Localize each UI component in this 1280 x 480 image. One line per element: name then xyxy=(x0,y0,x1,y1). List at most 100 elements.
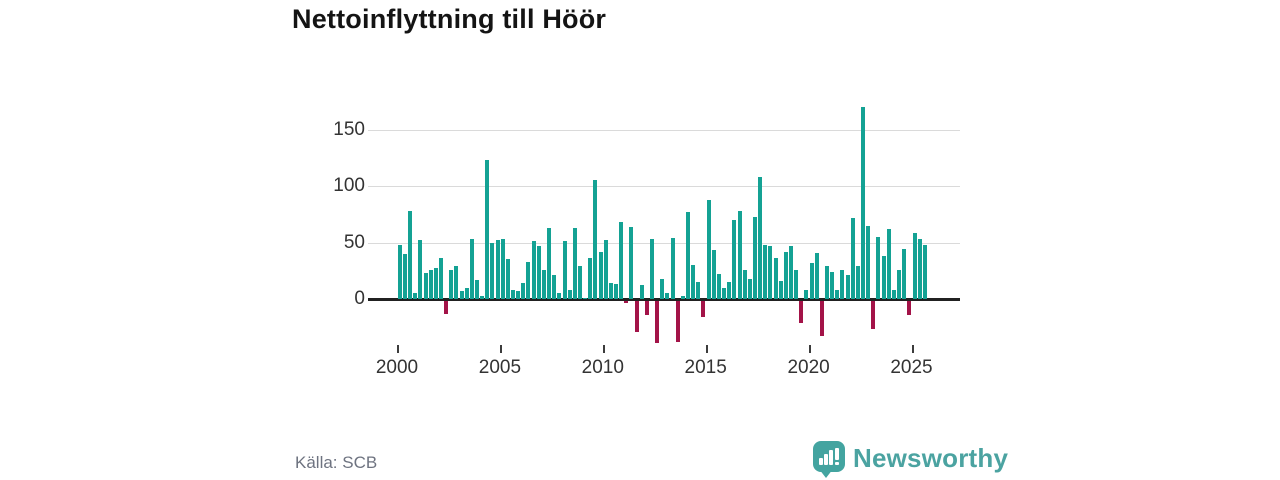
bar-2012-q2 xyxy=(650,239,654,299)
bar-2000-q2 xyxy=(402,253,407,299)
bar-2001-q3 xyxy=(428,269,433,299)
bar-2005-q3 xyxy=(511,289,516,299)
bar-2021-q4 xyxy=(845,275,850,299)
bar-2010-q4 xyxy=(619,222,624,299)
bar-2016-q2 xyxy=(732,219,737,299)
bar-2019-q1 xyxy=(788,245,793,299)
bar-2016-q1 xyxy=(727,282,732,299)
source-label: Källa: SCB xyxy=(295,453,378,472)
x-tick-2000 xyxy=(397,345,399,353)
bar-2002-q4 xyxy=(454,266,459,299)
bar-2004-q1 xyxy=(480,295,485,299)
bar-2015-q2 xyxy=(711,250,716,299)
bar-2024-q4 xyxy=(907,300,912,316)
bar-2004-q4 xyxy=(495,240,500,299)
bar-2020-q1 xyxy=(809,262,814,299)
bar-2025-q3 xyxy=(922,244,927,299)
bar-2011-q2 xyxy=(629,226,634,299)
bar-2004-q2 xyxy=(485,160,490,299)
bar-2011-q3 xyxy=(634,300,639,333)
bar-2021-q3 xyxy=(840,269,845,299)
bar-2020-q2 xyxy=(814,252,819,299)
bar-2013-q4 xyxy=(680,295,685,299)
bar-2022-q2 xyxy=(855,266,860,299)
chart-title: Nettoinflyttning till Höör xyxy=(292,4,607,34)
x-tick-2010 xyxy=(602,345,605,353)
logo-bar-icon xyxy=(824,454,828,465)
bar-2007-q3 xyxy=(552,275,557,299)
bar-2000-q4 xyxy=(413,293,418,299)
bar-2010-q3 xyxy=(613,284,618,299)
x-tick-label-2015: 2015 xyxy=(684,357,727,378)
gridline-50 xyxy=(368,242,960,244)
bar-2015-q3 xyxy=(716,274,721,299)
bar-2011-q4 xyxy=(639,285,644,299)
bar-2002-q3 xyxy=(449,269,454,299)
bar-2024-q1 xyxy=(891,289,896,299)
bar-2000-q1 xyxy=(397,244,402,299)
bar-2017-q1 xyxy=(747,278,752,299)
logo-bar-icon xyxy=(819,458,823,465)
gridline-100 xyxy=(368,186,960,187)
bar-2012-q1 xyxy=(644,300,649,316)
bar-2011-q1 xyxy=(624,300,629,303)
bar-2006-q1 xyxy=(521,283,526,299)
bar-2009-q1 xyxy=(583,297,588,299)
y-tick-label-50: 50 xyxy=(343,231,365,253)
logo-exclamation-dot-icon xyxy=(835,462,839,465)
bar-2013-q2 xyxy=(670,237,675,299)
bar-2020-q4 xyxy=(825,266,829,299)
bar-2001-q1 xyxy=(418,240,423,299)
bar-2019-q3 xyxy=(799,300,804,324)
bar-2007-q1 xyxy=(541,269,546,299)
bar-2017-q3 xyxy=(758,176,763,299)
bar-2002-q1 xyxy=(438,258,443,299)
bar-2006-q4 xyxy=(536,245,541,299)
bar-2008-q3 xyxy=(572,227,577,299)
bar-2024-q2 xyxy=(897,269,902,299)
bar-2003-q2 xyxy=(464,287,469,299)
bar-2008-q1 xyxy=(562,241,567,299)
bar-2014-q4 xyxy=(701,300,706,318)
bar-2021-q2 xyxy=(835,289,840,299)
bar-2025-q2 xyxy=(917,239,922,299)
x-tick-2005 xyxy=(499,345,502,353)
bar-2010-q2 xyxy=(608,283,613,299)
bar-2009-q3 xyxy=(593,180,598,299)
bar-2005-q1 xyxy=(500,239,505,299)
bar-2002-q2 xyxy=(444,300,449,315)
bar-2015-q4 xyxy=(722,287,727,299)
bar-2008-q2 xyxy=(567,289,572,299)
plot-area xyxy=(368,95,960,360)
bar-2020-q3 xyxy=(819,300,824,336)
bar-2022-q4 xyxy=(866,225,871,299)
bar-2007-q4 xyxy=(557,293,562,299)
bar-2001-q2 xyxy=(423,273,428,299)
x-tick-label-2000: 2000 xyxy=(375,357,419,378)
y-tick-label-0: 0 xyxy=(354,288,365,309)
bar-2016-q4 xyxy=(742,269,747,299)
x-tick-2025 xyxy=(911,345,914,353)
logo-bar-icon xyxy=(829,450,833,465)
bar-2023-q1 xyxy=(871,300,876,329)
bar-2023-q4 xyxy=(886,228,891,299)
bar-2018-q1 xyxy=(768,245,773,299)
x-tick-label-2025: 2025 xyxy=(890,357,933,378)
brand-name: Newsworthy xyxy=(853,443,1009,473)
bar-2018-q4 xyxy=(783,251,788,299)
x-tick-label-2005: 2005 xyxy=(478,357,522,378)
bar-2023-q3 xyxy=(881,256,886,299)
bar-2010-q1 xyxy=(603,240,608,299)
x-tick-label-2010: 2010 xyxy=(581,357,624,378)
x-tick-2020 xyxy=(808,345,811,353)
bar-2009-q4 xyxy=(598,251,603,299)
bar-2022-q3 xyxy=(861,106,866,299)
bar-2003-q1 xyxy=(459,291,464,299)
bar-2021-q1 xyxy=(830,271,835,299)
bar-2018-q2 xyxy=(773,258,778,299)
x-tick-label-2020: 2020 xyxy=(787,357,830,378)
bar-2009-q2 xyxy=(588,258,593,299)
bar-2024-q3 xyxy=(902,249,907,299)
y-tick-label-150: 150 xyxy=(333,118,365,140)
bar-2008-q4 xyxy=(577,266,582,299)
